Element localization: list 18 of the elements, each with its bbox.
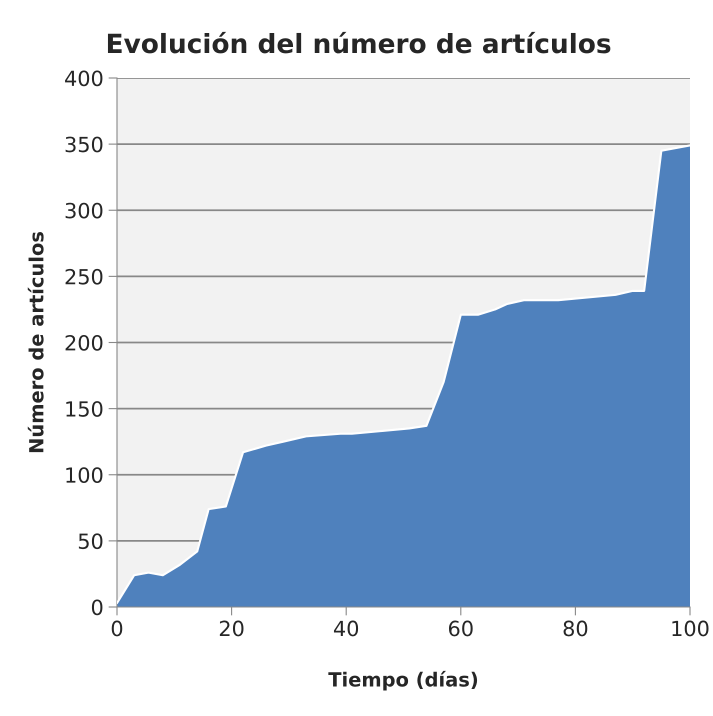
x-tick-label: 0	[112, 620, 122, 636]
x-tick-label: 60	[449, 620, 473, 636]
chart-title: Evolución del número de artículos	[108, 32, 610, 54]
x-tick-label: 80	[564, 620, 588, 636]
y-tick-label: 150	[66, 401, 102, 417]
y-tick-label: 300	[66, 202, 102, 218]
y-axis-title: Número de artículos	[28, 232, 44, 452]
x-tick-label: 20	[220, 620, 244, 636]
x-axis-title: Tiempo (días)	[328, 670, 478, 691]
y-tick-label: 400	[65, 70, 102, 86]
x-tick-label: 100	[672, 620, 708, 636]
y-tick-label: 50	[78, 533, 102, 550]
y-tick-label: 0	[92, 599, 102, 616]
y-tick-label: 200	[66, 334, 102, 351]
y-tick-label: 250	[66, 268, 102, 285]
y-tick-label: 100	[66, 467, 102, 483]
x-tick-label: 40	[334, 620, 358, 636]
y-tick-label: 350	[66, 136, 102, 152]
